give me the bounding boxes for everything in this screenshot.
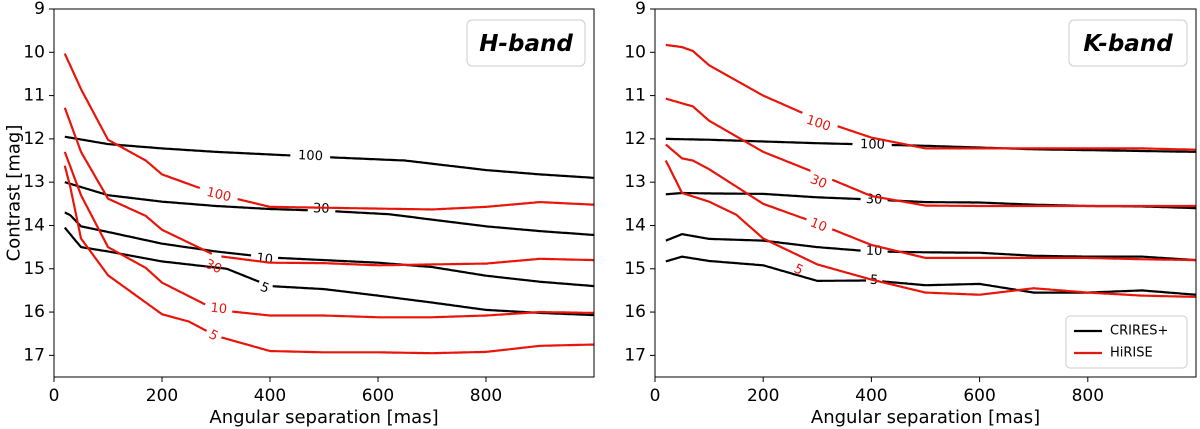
y-tick-label: 13 <box>23 172 45 192</box>
series-line-hirise-30-part1 <box>831 178 1196 208</box>
x-tick-label: 200 <box>146 386 178 406</box>
contour-label-hirise-100: 100 <box>804 113 832 135</box>
y-tick-label: 14 <box>23 215 45 235</box>
plot-frame <box>654 8 1197 378</box>
legend-label-crires: CRIRES+ <box>1110 324 1168 339</box>
chart-panel-0: 100 30 10 5 100 30 10 5 0 200 400 600 800 9 10 11 12 13 14… <box>4 0 595 428</box>
series-line-hirise-100-part1 <box>837 125 1196 151</box>
series-line-hirise-30 <box>665 97 811 172</box>
series-line-hirise-5 <box>63 165 208 332</box>
y-tick-label: 15 <box>624 259 646 279</box>
legend-box <box>1065 315 1188 369</box>
y-tick-label: 17 <box>23 345 45 365</box>
series-line-hirise-100-part1 <box>237 198 595 211</box>
contour-label-hirise-5: 5 <box>206 327 220 344</box>
contour-label-hirise-100: 100 <box>205 185 233 205</box>
y-tick-label: 9 <box>34 0 45 19</box>
series-line-crires-30 <box>665 191 861 201</box>
series-line-hirise-30-part1 <box>221 255 594 267</box>
band-title: K-band <box>1083 31 1173 57</box>
band-title-box <box>466 19 586 67</box>
contour-label-hirise-10: 10 <box>808 215 829 235</box>
x-tick-label: 200 <box>747 386 779 406</box>
series-line-hirise-5-part1 <box>221 336 595 355</box>
y-tick-label: 13 <box>624 172 646 192</box>
contour-label-crires-100: 100 <box>860 137 885 153</box>
contour-label-hirise-10: 10 <box>210 301 228 318</box>
contour-label-crires-30: 30 <box>313 201 330 217</box>
series-line-crires-10 <box>665 233 861 252</box>
x-axis-label: Angular separation [mas] <box>811 407 1040 428</box>
series-line-hirise-100 <box>63 53 201 190</box>
contour-label-crires-100: 100 <box>298 148 324 164</box>
series-line-crires-100-part1 <box>330 156 594 179</box>
series-line-hirise-10-part1 <box>831 228 1196 262</box>
band-title-box <box>1068 19 1188 67</box>
series-line-crires-30-part1 <box>335 210 595 237</box>
series-line-hirise-10 <box>63 151 206 306</box>
y-tick-label: 15 <box>23 259 45 279</box>
x-tick-label: 800 <box>1072 386 1104 406</box>
series-line-hirise-30 <box>63 107 213 255</box>
y-tick-label: 14 <box>624 215 646 235</box>
x-tick-label: 800 <box>470 386 502 406</box>
x-tick-label: 0 <box>650 386 661 406</box>
series-line-crires-5 <box>665 255 866 282</box>
y-tick-label: 12 <box>624 129 646 149</box>
series-line-hirise-10 <box>665 143 807 221</box>
band-title: H-band <box>479 31 573 57</box>
contour-label-hirise-30: 30 <box>808 172 829 192</box>
y-axis-label: Contrast [mag] <box>4 125 25 262</box>
x-tick-label: 400 <box>254 386 286 406</box>
contour-label-crires-5: 5 <box>258 280 271 297</box>
y-tick-label: 10 <box>23 42 45 62</box>
contour-label-hirise-30: 30 <box>203 257 224 278</box>
legend-label-hirise: HiRISE <box>1110 346 1153 361</box>
series-line-crires-5-part1 <box>882 280 1197 296</box>
x-tick-label: 400 <box>855 386 887 406</box>
x-tick-label: 0 <box>49 386 60 406</box>
x-tick-label: 600 <box>362 386 394 406</box>
y-tick-label: 16 <box>624 302 646 322</box>
series-line-crires-10-part1 <box>278 256 595 288</box>
y-tick-label: 10 <box>624 42 646 62</box>
y-tick-label: 17 <box>624 345 646 365</box>
y-tick-label: 11 <box>23 86 45 106</box>
series-line-hirise-10-part1 <box>232 310 594 319</box>
y-tick-label: 9 <box>635 0 646 19</box>
series-line-crires-100 <box>64 135 291 157</box>
x-axis-label: Angular separation [mas] <box>209 407 438 428</box>
series-line-hirise-100 <box>665 43 803 114</box>
y-tick-label: 16 <box>23 302 45 322</box>
series-line-crires-5-part1 <box>272 285 595 317</box>
series-line-crires-100 <box>665 137 853 146</box>
series-line-crires-5 <box>63 226 260 283</box>
y-tick-label: 11 <box>624 86 646 106</box>
contour-label-crires-10: 10 <box>256 251 274 268</box>
y-tick-label: 12 <box>23 129 45 149</box>
plot-frame <box>53 8 595 378</box>
series-line-crires-30 <box>64 181 308 212</box>
x-tick-label: 600 <box>963 386 995 406</box>
series-line-hirise-5 <box>664 160 1196 298</box>
series-line-crires-10-part1 <box>887 250 1197 262</box>
